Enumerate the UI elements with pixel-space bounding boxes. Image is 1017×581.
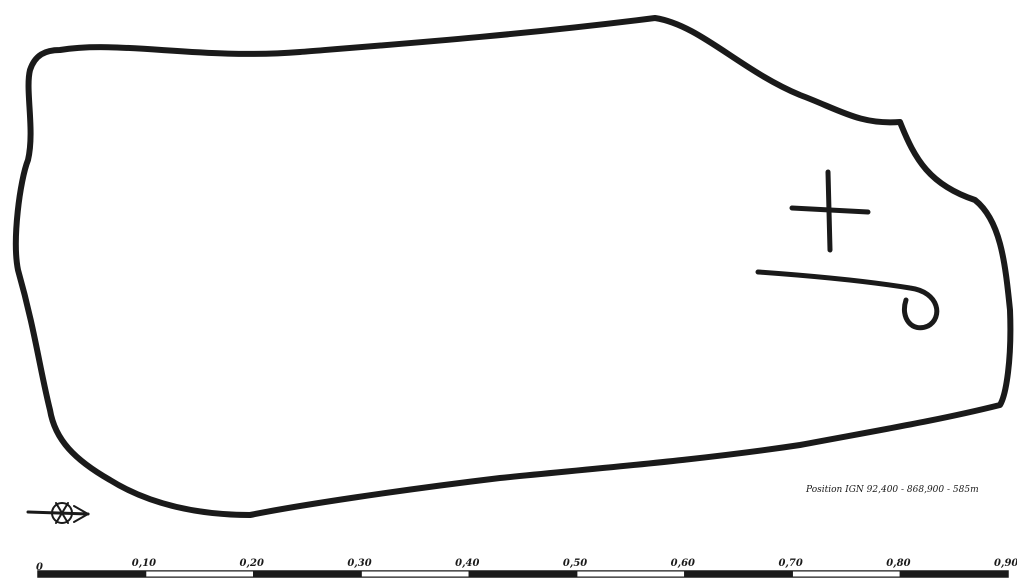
latin-cross-engraving-icon bbox=[789, 169, 871, 253]
hooked-line-engraving-icon bbox=[755, 269, 940, 331]
scale-bar-segment bbox=[145, 570, 255, 578]
scale-bar-label: 0,10 bbox=[132, 558, 156, 569]
compass-north-arrow-icon bbox=[26, 502, 91, 524]
scale-bar-segment bbox=[360, 570, 470, 578]
scale-bar-segment bbox=[37, 570, 147, 578]
scale-bar-label: 0,50 bbox=[563, 558, 587, 569]
scale-bar-segment bbox=[684, 570, 793, 578]
scale-bar-label: 0,30 bbox=[347, 558, 371, 569]
scale-bar-label: 0,70 bbox=[778, 558, 802, 569]
scale-bar-segment bbox=[899, 570, 1009, 578]
scale-bar-label: 0 bbox=[36, 562, 43, 573]
position-ign-text: Position IGN 92,400 - 868,900 - 585m bbox=[805, 485, 979, 495]
scale-bar-label: 0,90m bbox=[994, 558, 1017, 569]
scale-bar-segment bbox=[576, 570, 686, 578]
scale-bar-label: 0,80 bbox=[886, 558, 910, 569]
scale-bar-label: 0,20 bbox=[240, 558, 264, 569]
scale-bar-segment bbox=[253, 570, 362, 578]
scale-bar: 0 0,10 0,20 0,30 0,40 0,50 0,60 0,70 0,80 0,90m bbox=[36, 558, 1017, 578]
scale-bar-label: 0,40 bbox=[455, 558, 479, 569]
stone-outline bbox=[12, 15, 1014, 518]
scale-bar-segment bbox=[791, 570, 901, 578]
scale-bar-segment bbox=[468, 570, 578, 578]
scale-bar-label: 0,60 bbox=[671, 558, 695, 569]
